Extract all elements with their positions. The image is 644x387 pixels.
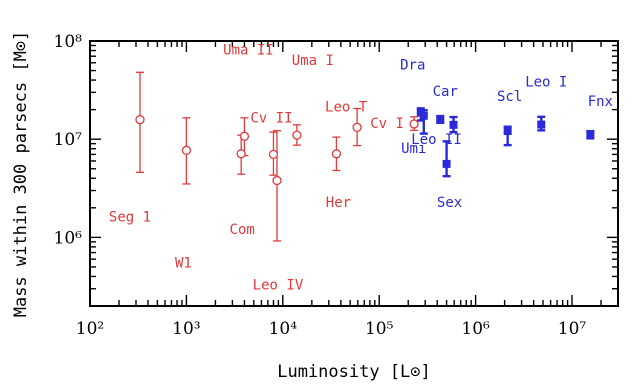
data-point xyxy=(503,127,512,136)
data-label: Her xyxy=(326,195,351,211)
x-tick-label: 10² xyxy=(76,319,104,339)
data-point xyxy=(436,115,445,124)
data-label: Leo II xyxy=(411,132,462,148)
data-point xyxy=(442,159,451,168)
data-label: Com xyxy=(230,222,255,238)
x-tick-labels: 10² 10³ 10⁴ 10⁵ 10⁶ 10⁷ xyxy=(76,319,587,339)
data-label: Uma II xyxy=(223,42,274,58)
data-label: Cv II xyxy=(250,110,292,126)
point-labels: Seg 1 W1 Com Uma II Cv II Leo IV Uma I Her Leo T… xyxy=(109,42,613,293)
y-axis-label: Mass within 300 parsecs [M⊙] xyxy=(11,31,31,318)
data-point xyxy=(236,149,246,159)
x-tick-label: 10³ xyxy=(172,319,200,339)
data-label: Sex xyxy=(437,195,462,211)
data-point xyxy=(239,131,250,141)
data-point xyxy=(181,145,192,155)
plot-frame xyxy=(89,40,619,307)
y-tick-label: 10⁷ xyxy=(54,130,83,150)
error-bars xyxy=(135,71,595,242)
x-tick-label: 10⁷ xyxy=(558,319,587,339)
x-tick-label: 10⁶ xyxy=(461,319,490,339)
data-label: Dra xyxy=(400,57,425,73)
axis-ticks xyxy=(89,40,619,307)
data-point xyxy=(537,120,546,129)
data-label: Cv I xyxy=(370,116,404,132)
x-tick-label: 10⁵ xyxy=(365,319,394,339)
data-label: Uma I xyxy=(292,53,334,69)
data-label: W1 xyxy=(175,255,192,271)
data-point xyxy=(272,175,282,186)
data-label: Leo IV xyxy=(253,277,304,293)
y-tick-label: 10⁶ xyxy=(54,228,83,248)
data-markers xyxy=(135,108,595,186)
data-label: Fnx xyxy=(588,94,613,110)
x-tick-label: 10⁴ xyxy=(269,319,298,339)
data-label: Umi xyxy=(401,141,426,157)
data-label: Leo T xyxy=(325,99,368,115)
data-point xyxy=(419,111,428,120)
data-label: Seg 1 xyxy=(109,210,151,226)
data-point xyxy=(586,129,595,138)
data-point xyxy=(268,149,279,160)
data-point xyxy=(331,149,342,159)
y-tick-label: 10⁸ xyxy=(54,32,83,52)
data-point xyxy=(135,115,145,125)
data-point xyxy=(352,122,362,132)
y-tick-labels: 10⁶ 10⁷ 10⁸ xyxy=(54,32,83,248)
data-label: Car xyxy=(433,84,458,100)
data-label: Leo I xyxy=(525,75,567,91)
x-axis-label: Luminosity [L⊙] xyxy=(277,362,431,382)
data-label: Scl xyxy=(497,89,522,105)
data-point xyxy=(292,130,302,140)
data-point xyxy=(449,120,458,129)
data-point xyxy=(409,119,419,129)
